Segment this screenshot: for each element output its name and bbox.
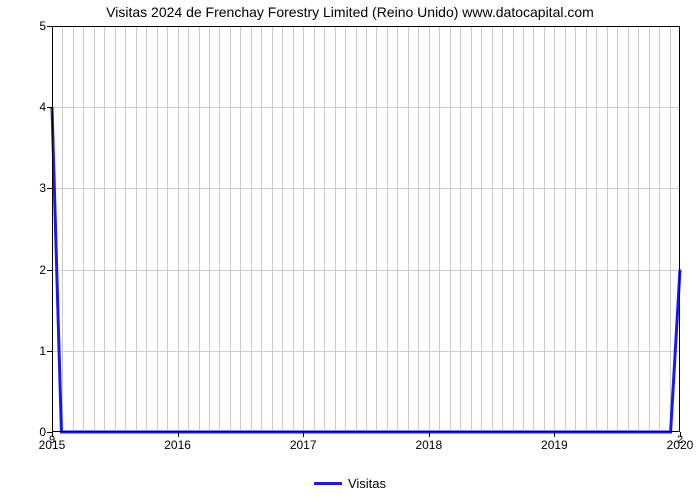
x-tick-mark xyxy=(52,432,53,437)
y-tick-mark xyxy=(47,270,52,271)
plot-area: 92 012345201520162017201820192020 xyxy=(52,26,680,432)
x-tick-mark xyxy=(429,432,430,437)
y-tick-mark xyxy=(47,188,52,189)
y-tick-mark xyxy=(47,107,52,108)
legend-label: Visitas xyxy=(348,476,386,491)
legend: Visitas xyxy=(0,476,700,491)
chart-title: Visitas 2024 de Frenchay Forestry Limite… xyxy=(0,4,700,20)
legend-swatch xyxy=(314,482,342,485)
x-tick-mark xyxy=(680,432,681,437)
y-tick-mark xyxy=(47,26,52,27)
data-line xyxy=(52,26,680,432)
x-tick-mark xyxy=(303,432,304,437)
x-tick-mark xyxy=(554,432,555,437)
y-tick-mark xyxy=(47,351,52,352)
x-tick-mark xyxy=(178,432,179,437)
chart-container: Visitas 2024 de Frenchay Forestry Limite… xyxy=(0,0,700,500)
